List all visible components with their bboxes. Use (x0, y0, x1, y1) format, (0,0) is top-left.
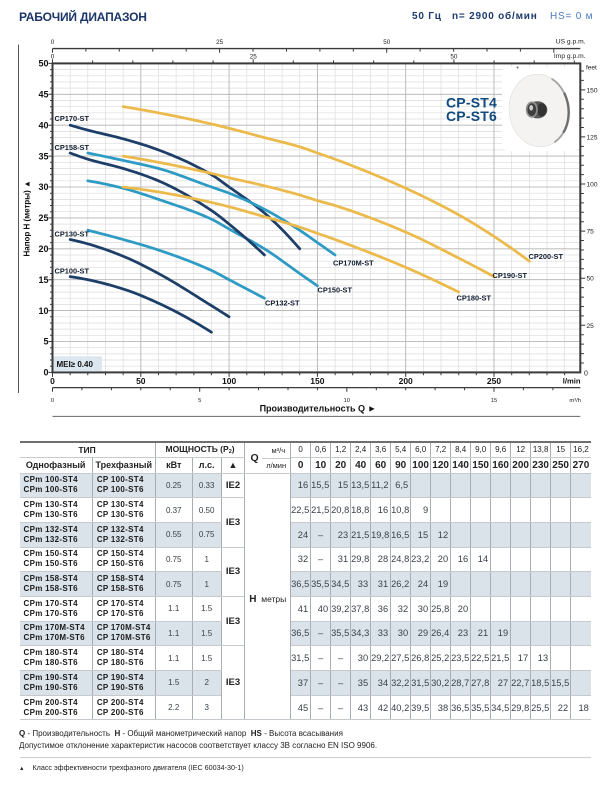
svg-text:0: 0 (51, 39, 55, 46)
svg-text:m³/h: m³/h (569, 398, 581, 404)
svg-text:CP100-ST: CP100-ST (55, 267, 90, 276)
svg-text:Производительность Q ►: Производительность Q ► (260, 404, 377, 414)
svg-text:0: 0 (50, 376, 55, 386)
svg-text:25: 25 (38, 213, 48, 223)
svg-text:25: 25 (216, 39, 224, 46)
svg-text:CP180-ST: CP180-ST (457, 294, 492, 303)
svg-text:100: 100 (222, 376, 236, 386)
svg-text:50: 50 (587, 276, 595, 283)
svg-text:5: 5 (43, 337, 48, 347)
svg-text:20: 20 (38, 244, 48, 254)
svg-text:25: 25 (587, 323, 595, 330)
svg-text:15: 15 (491, 398, 497, 404)
svg-text:125: 125 (587, 134, 598, 141)
svg-text:feet: feet (586, 65, 597, 72)
svg-text:25: 25 (250, 54, 258, 61)
svg-text:45: 45 (38, 90, 48, 100)
svg-text:CP-ST6: CP-ST6 (446, 108, 497, 124)
svg-text:50: 50 (136, 376, 146, 386)
svg-text:50: 50 (450, 54, 458, 61)
svg-text:CP190-ST: CP190-ST (493, 271, 528, 280)
svg-text:l/min: l/min (563, 377, 581, 386)
svg-text:0: 0 (43, 368, 48, 378)
svg-text:CP158-ST: CP158-ST (55, 143, 90, 152)
svg-text:US g.p.m.: US g.p.m. (556, 39, 586, 46)
svg-text:75: 75 (587, 229, 595, 236)
svg-text:150: 150 (587, 87, 598, 94)
svg-text:CP132-ST: CP132-ST (265, 299, 300, 308)
svg-text:CP130-ST: CP130-ST (55, 230, 90, 239)
svg-text:CP-ST4: CP-ST4 (446, 95, 497, 111)
svg-text:15: 15 (38, 275, 48, 285)
svg-text:40: 40 (38, 120, 48, 130)
svg-text:30: 30 (38, 182, 48, 192)
svg-text:0: 0 (51, 54, 55, 61)
svg-text:Imp g.p.m.: Imp g.p.m. (554, 53, 586, 60)
svg-text:250: 250 (487, 376, 501, 386)
svg-text:CP170-ST: CP170-ST (55, 114, 90, 123)
svg-text:200: 200 (399, 376, 413, 386)
svg-text:MEI≥ 0.40: MEI≥ 0.40 (57, 360, 94, 369)
svg-text:0: 0 (51, 398, 54, 404)
svg-text:10: 10 (344, 398, 350, 404)
svg-text:150: 150 (310, 376, 324, 386)
svg-text:0: 0 (584, 371, 588, 378)
svg-text:CP150-ST: CP150-ST (318, 286, 353, 295)
svg-text:50: 50 (38, 59, 48, 69)
svg-text:CP200-ST: CP200-ST (529, 252, 564, 261)
svg-text:Напор H (метры) ▲: Напор H (метры) ▲ (23, 180, 32, 256)
svg-text:CP170M-ST: CP170M-ST (333, 259, 374, 268)
svg-text:5: 5 (198, 398, 201, 404)
svg-text:35: 35 (38, 151, 48, 161)
svg-text:100: 100 (587, 182, 598, 189)
svg-text:50: 50 (383, 39, 391, 46)
svg-text:10: 10 (38, 306, 48, 316)
